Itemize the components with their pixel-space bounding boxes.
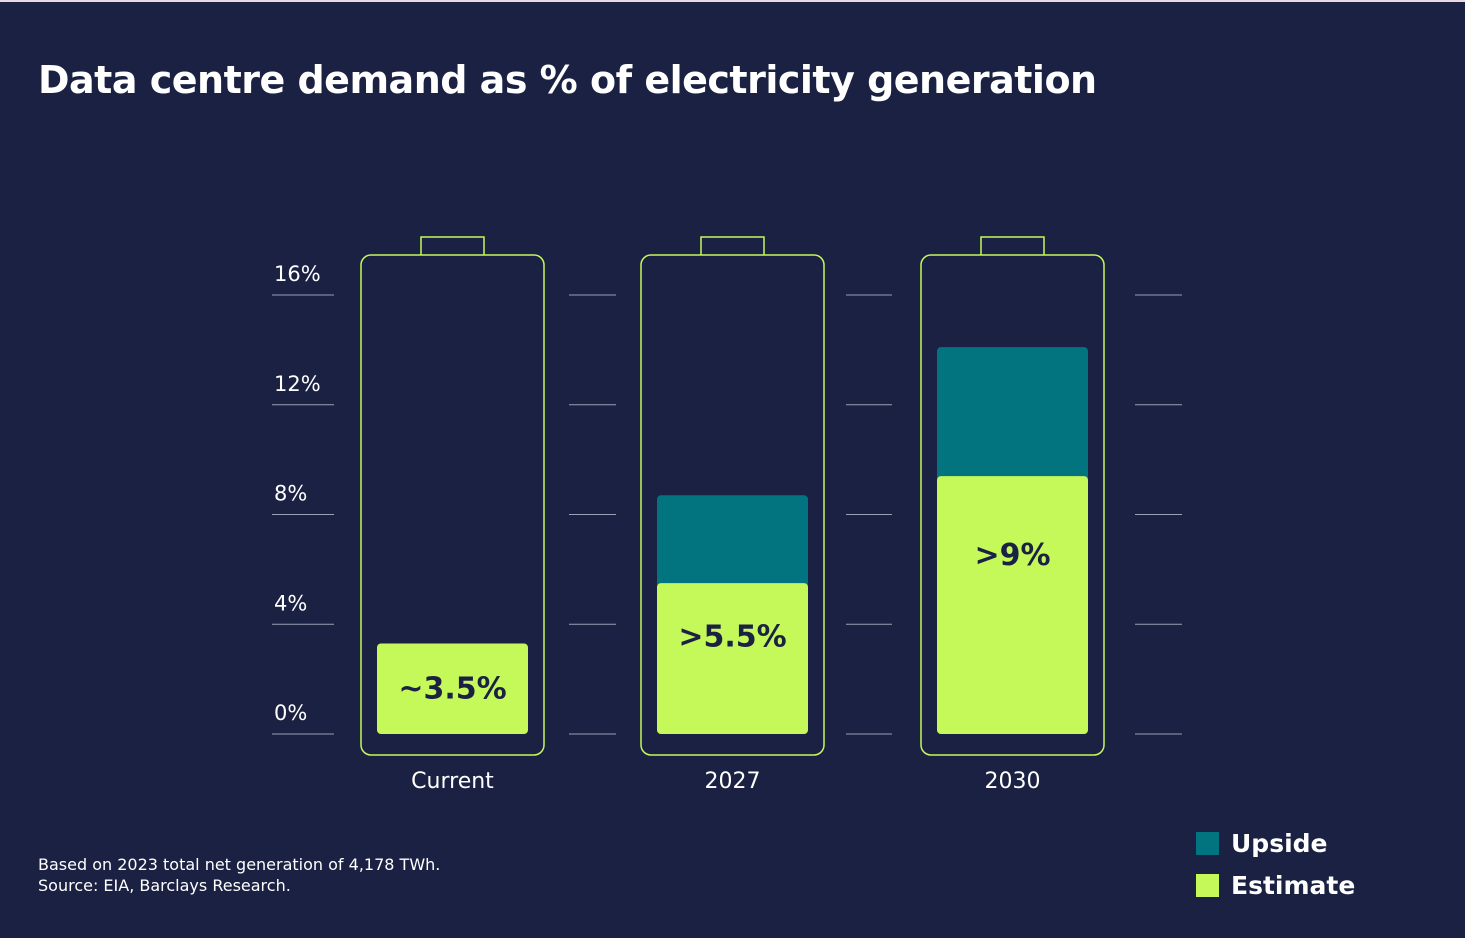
footnote: Based on 2023 total net generation of 4,… bbox=[38, 854, 440, 896]
battery-cap bbox=[420, 236, 485, 255]
y-tick-label: 0% bbox=[274, 701, 307, 725]
data-label: >9% bbox=[974, 538, 1050, 573]
y-tick-label: 12% bbox=[274, 372, 321, 396]
legend-label-estimate: Estimate bbox=[1231, 870, 1356, 900]
legend-swatch-upside bbox=[1196, 831, 1219, 855]
data-label: ~3.5% bbox=[398, 672, 506, 707]
legend: Upside Estimate bbox=[1196, 822, 1355, 906]
legend-label-upside: Upside bbox=[1231, 828, 1328, 858]
footnote-source: Source: EIA, Barclays Research. bbox=[38, 876, 291, 895]
bar-estimate bbox=[377, 643, 528, 734]
x-tick-label: Current bbox=[411, 769, 494, 794]
battery-outline bbox=[920, 254, 1105, 756]
x-tick-label: 2027 bbox=[705, 769, 761, 794]
legend-swatch-estimate bbox=[1196, 873, 1219, 897]
legend-item-upside: Upside bbox=[1196, 822, 1355, 864]
legend-item-estimate: Estimate bbox=[1196, 864, 1355, 906]
battery-cap bbox=[980, 236, 1045, 255]
y-tick-label: 4% bbox=[274, 591, 307, 615]
bar-estimate bbox=[657, 583, 808, 734]
top-border bbox=[0, 0, 1465, 2]
y-tick-label: 16% bbox=[274, 262, 321, 286]
data-label: >5.5% bbox=[678, 620, 786, 655]
bar-estimate bbox=[937, 476, 1088, 734]
battery-outline bbox=[360, 254, 545, 756]
y-tick-label: 8% bbox=[274, 482, 307, 506]
battery-outline bbox=[640, 254, 825, 756]
footnote-basis: Based on 2023 total net generation of 4,… bbox=[38, 855, 441, 874]
battery-cap bbox=[700, 236, 765, 255]
x-tick-label: 2030 bbox=[985, 769, 1041, 794]
chart-title: Data centre demand as % of electricity g… bbox=[38, 58, 1097, 102]
